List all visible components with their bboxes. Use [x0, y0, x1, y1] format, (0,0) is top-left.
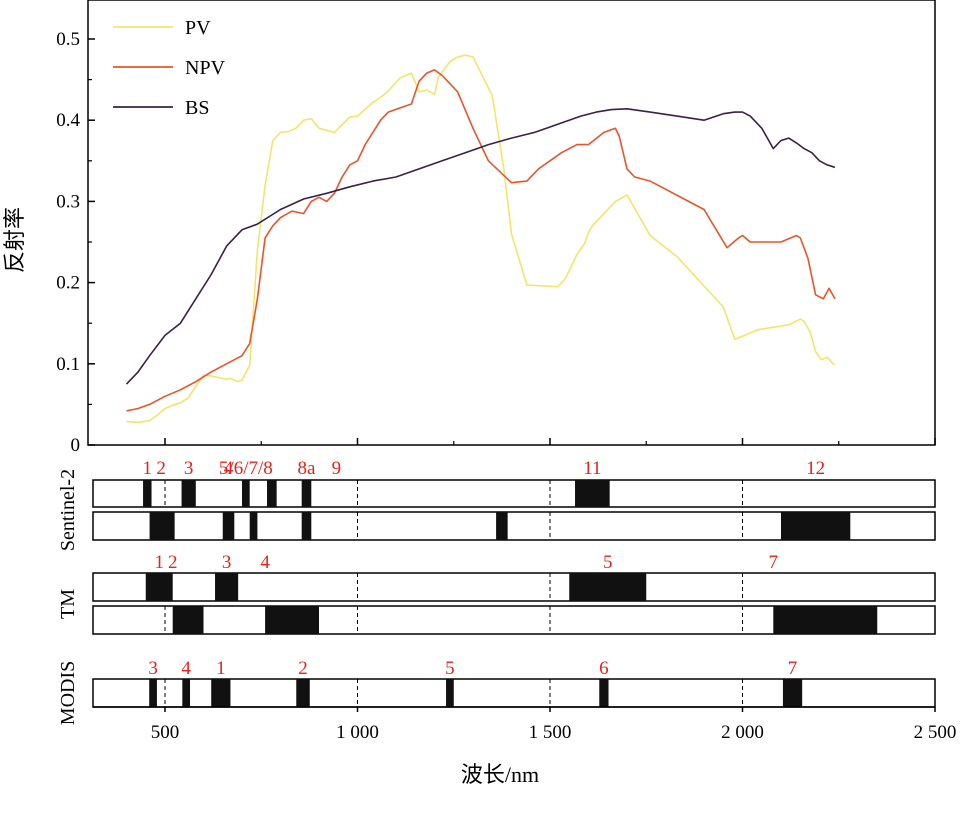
- x-axis-top-ticks: [164, 438, 936, 445]
- band-bar: [149, 512, 175, 540]
- band-number: 8a: [298, 458, 317, 479]
- band-number: 1: [154, 552, 164, 573]
- x-tick-label: 1 000: [336, 722, 379, 743]
- sentinel-row-2: [92, 511, 936, 541]
- plot-frame: [87, 0, 936, 446]
- band-number: 7: [788, 658, 798, 679]
- band-bar: [172, 606, 204, 634]
- band-number: 2: [168, 552, 178, 573]
- band-number: 3: [222, 552, 232, 573]
- legend: PV NPV BS: [113, 17, 226, 119]
- sensor-label: Sentinel-2: [57, 469, 79, 551]
- sensor-label: MODIS: [57, 661, 79, 725]
- x-tick-label: 2 500: [914, 722, 957, 743]
- band-panels: 1 2 3 45/6/7/8 8a 9 11 121 2 3 4 5 73 4 1 2 5 6 7: [92, 458, 936, 708]
- band-bar: [215, 573, 239, 601]
- y-tick-label: 0.2: [56, 273, 80, 294]
- y-axis: 0 0.1 0.2 0.3 0.4 0.5: [56, 29, 95, 456]
- x-tick-label: 1 500: [529, 722, 572, 743]
- band-bar: [182, 679, 191, 707]
- y-tick-label: 0.5: [56, 29, 80, 50]
- series-line-pv: [126, 54, 835, 424]
- band-bar: [575, 480, 610, 507]
- band-number: 2: [156, 458, 166, 479]
- series-lines: [125, 54, 836, 424]
- band-number: 7: [769, 552, 779, 573]
- band-number: 1: [216, 658, 226, 679]
- main-plot: 0 0.1 0.2 0.3 0.4 0.5 PV NPV BS: [56, 0, 936, 456]
- band-number: 12: [806, 458, 825, 479]
- series-line-bs: [125, 108, 836, 385]
- band-bar: [222, 512, 235, 540]
- tm-row-2: [92, 605, 936, 635]
- band-number: 1: [143, 458, 153, 479]
- band-bar: [265, 606, 319, 634]
- band-bar: [782, 679, 803, 707]
- band-bar: [496, 512, 508, 540]
- band-bar: [301, 512, 312, 540]
- band-number: 9: [332, 458, 342, 479]
- legend-label-pv: PV: [185, 17, 211, 39]
- x-tick-label: 2 000: [721, 722, 764, 743]
- sensor-label: TM: [57, 589, 79, 619]
- legend-label-bs: BS: [185, 97, 209, 119]
- y-axis-title: 反射率: [2, 207, 27, 273]
- x-axis-title: 波长/nm: [461, 762, 539, 787]
- band-number: 11: [583, 458, 601, 479]
- y-tick-label: 0: [71, 435, 81, 456]
- band-number: 6: [599, 658, 609, 679]
- modis-row: 3 4 1 2 5 6 7: [92, 658, 936, 708]
- band-bar: [781, 512, 851, 540]
- band-bar: [599, 679, 609, 707]
- band-bar: [149, 679, 157, 707]
- y-tick-label: 0.4: [56, 110, 80, 131]
- sentinel-row-1: 1 2 3 45/6/7/8 8a 9 11 12: [92, 458, 936, 508]
- x-axis: 500 1 000 1 500 2 000 2 500: [93, 706, 957, 743]
- series-line-npv: [126, 69, 836, 412]
- band-bar: [143, 480, 152, 507]
- sensor-labels: Sentinel-2 TM MODIS: [57, 469, 79, 725]
- y-tick-label: 0.1: [56, 354, 80, 375]
- band-bar: [145, 573, 173, 601]
- band-number: 4: [260, 552, 270, 573]
- band-number: 3: [184, 458, 194, 479]
- band-bar: [569, 573, 647, 601]
- x-tick-label: 500: [151, 722, 180, 743]
- band-number: 3: [148, 658, 158, 679]
- band-bar: [301, 480, 312, 507]
- band-bar: [242, 480, 250, 507]
- band-bar: [211, 679, 231, 707]
- band-number: 4: [181, 658, 191, 679]
- band-bar: [267, 480, 277, 507]
- band-bar: [296, 679, 310, 707]
- band-bar: [773, 606, 878, 634]
- band-panel-frame: [92, 479, 936, 508]
- y-tick-label: 0.3: [56, 191, 80, 212]
- band-number: 5: [603, 552, 613, 573]
- band-number: 4: [224, 458, 234, 479]
- band-number: 5/6/7/8: [219, 458, 273, 479]
- band-number: 5: [445, 658, 455, 679]
- band-bar: [181, 480, 196, 507]
- band-bar: [446, 679, 454, 707]
- legend-label-npv: NPV: [185, 57, 226, 79]
- band-bar: [249, 512, 258, 540]
- band-number: 2: [298, 658, 308, 679]
